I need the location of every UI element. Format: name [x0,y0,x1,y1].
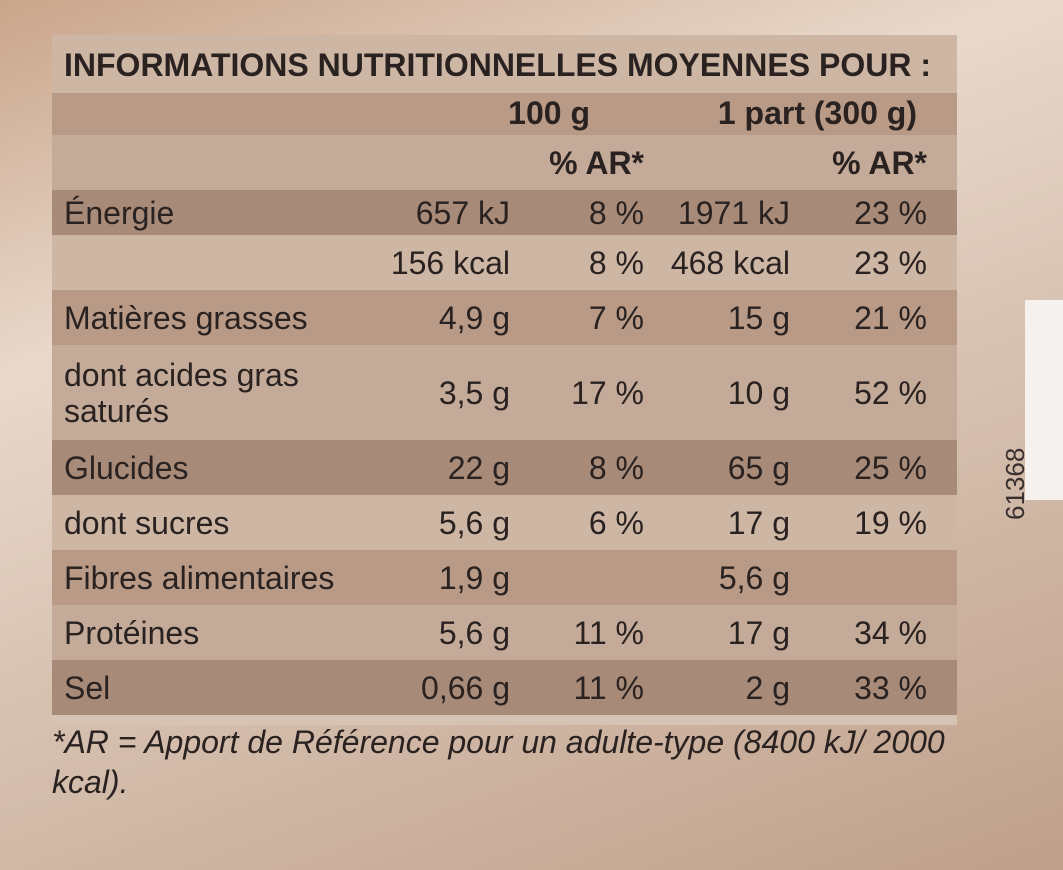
row-band [52,290,957,345]
nutrient-value: 33 % [854,669,927,706]
nutrient-name: dont acides gras saturés [64,356,299,429]
row-band [52,35,957,93]
column-header: 1 part (300 g) [717,95,917,131]
nutrient-name: Sel [64,669,111,706]
nutrient-value: 52 % [854,374,927,411]
nutrient-name: Énergie [64,194,175,231]
nutrient-value: 23 % [854,244,927,281]
nutrient-value: 15 g [727,299,790,336]
row-band [52,605,957,660]
nutrient-value: 3,5 g [438,374,510,411]
nutrient-value: 156 kcal [390,244,510,281]
nutrient-value: 4,9 g [438,299,510,336]
nutrient-value: 23 % [854,194,927,231]
nutrient-value: 25 % [854,449,927,486]
nutrient-value: 19 % [854,504,927,541]
nutrient-value: 17 % [571,374,644,411]
row-band [52,93,957,135]
nutrient-name: Glucides [64,449,189,486]
column-header: % AR* [549,145,644,181]
nutrient-value: 21 % [854,299,927,336]
nutrient-value: 34 % [854,614,927,651]
nutrient-value: 0,66 g [421,669,510,706]
nutrient-name: dont sucres [64,504,230,541]
nutrient-value: 1971 kJ [677,194,790,231]
nutrient-value: 7 % [588,299,644,336]
nutrient-value: 10 g [727,374,790,411]
nutrient-value: 8 % [588,244,644,281]
nutrition-table: INFORMATIONS NUTRITIONNELLES MOYENNES PO… [52,35,957,725]
nutrient-value: 17 g [727,614,790,651]
nutrient-value: 468 kcal [670,244,790,281]
nutrient-value: 8 % [588,449,644,486]
row-band [52,550,957,605]
nutrient-value: 1,9 g [438,559,510,596]
nutrient-value: 11 % [573,614,644,651]
row-band [52,135,957,190]
nutrient-value: 5,6 g [438,504,510,541]
nutrient-value: 5,6 g [718,559,790,596]
nutrient-name: Matières grasses [64,299,308,336]
nutrient-value: 6 % [588,504,644,541]
column-header: % AR* [832,145,927,181]
nutrient-value: 5,6 g [438,614,510,651]
table-title: INFORMATIONS NUTRITIONNELLES MOYENNES PO… [64,47,931,83]
nutrient-value: 657 kJ [415,194,510,231]
nutrient-name: Fibres alimentaires [64,559,335,596]
row-band [52,495,957,550]
row-band [52,440,957,495]
column-header: 100 g [508,95,590,131]
nutrient-value: 2 g [745,669,790,706]
nutrient-value: 65 g [727,449,790,486]
row-band [52,345,957,440]
nutrient-name: Protéines [64,614,200,651]
nutrient-value: 22 g [447,449,510,486]
nutrient-value: 17 g [727,504,790,541]
row-band [52,190,957,235]
row-band [52,235,957,290]
package-edge [1025,300,1063,500]
row-band [52,660,957,715]
footnote: *AR = Apport de Référence pour un adulte… [52,724,945,800]
side-code: 61368 [1000,447,1030,520]
nutrient-value: 11 % [573,669,644,706]
nutrient-value: 8 % [588,194,644,231]
